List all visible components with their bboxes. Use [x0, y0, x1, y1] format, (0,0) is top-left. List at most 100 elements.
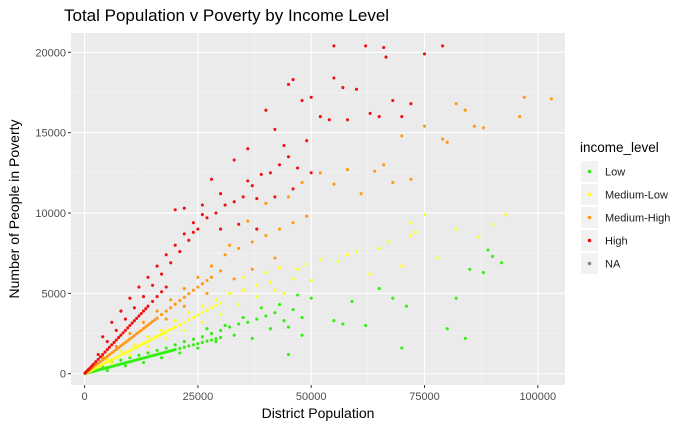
point-high: [232, 200, 236, 204]
point-low: [273, 311, 277, 315]
point-medium-high: [98, 360, 103, 364]
major-gridlines: [71, 33, 565, 385]
point-medium-low: [219, 301, 223, 305]
point-low: [214, 337, 218, 341]
point-medium-low: [123, 351, 127, 355]
point-high: [101, 352, 105, 357]
y-axis-title: Number of People in Poverty: [6, 120, 22, 299]
point-medium-high: [123, 340, 127, 344]
point-medium-low: [135, 345, 139, 349]
point-low: [219, 328, 223, 332]
point-medium-low: [196, 313, 200, 317]
point-medium-low: [128, 353, 132, 357]
point-high: [160, 272, 164, 276]
point-low: [182, 340, 186, 344]
point-high: [368, 111, 372, 115]
point-medium-high: [318, 171, 322, 175]
point-low: [237, 322, 241, 326]
y-tick-label: 0: [60, 369, 66, 381]
point-low: [205, 339, 209, 343]
point-medium-low: [409, 233, 413, 238]
point-medium-high: [128, 337, 132, 341]
legend-swatch-medium-high: [587, 215, 592, 220]
point-medium-low: [153, 336, 157, 340]
point-high: [264, 108, 268, 112]
point-medium-high: [305, 214, 309, 218]
point-medium-high: [472, 124, 476, 128]
point-medium-high: [114, 347, 118, 352]
point-medium-low: [336, 259, 340, 263]
point-low: [454, 296, 458, 300]
point-high: [94, 360, 98, 364]
point-high: [132, 319, 136, 323]
point-medium-high: [522, 95, 526, 99]
point-medium-low: [119, 349, 123, 353]
point-medium-high: [182, 287, 186, 291]
point-medium-high: [219, 269, 223, 273]
point-medium-low: [436, 256, 440, 260]
point-medium-high: [105, 354, 109, 358]
point-medium-high: [409, 177, 413, 181]
point-low: [332, 319, 336, 323]
point-high: [382, 45, 386, 50]
point-medium-high: [137, 330, 141, 334]
point-medium-high: [141, 327, 146, 331]
point-medium-high: [182, 295, 186, 299]
point-high: [286, 155, 291, 159]
point-medium-high: [160, 313, 164, 317]
point-medium-high: [246, 219, 250, 223]
x-axis-title: District Population: [262, 405, 375, 421]
point-high: [291, 187, 295, 191]
point-high: [345, 118, 350, 122]
point-high: [282, 143, 286, 148]
point-medium-low: [110, 361, 114, 365]
point-high: [309, 171, 313, 175]
point-medium-low: [164, 336, 168, 340]
point-high: [332, 44, 336, 48]
point-medium-high: [155, 316, 159, 320]
point-medium-low: [241, 288, 245, 292]
point-high: [144, 307, 148, 311]
x-tick-label: 0: [82, 391, 88, 403]
point-medium-high: [228, 243, 232, 247]
legend: income_level Low Medium-Low Medium-High Hig…: [580, 140, 670, 274]
point-medium-low: [228, 291, 232, 295]
point-medium-low: [200, 320, 204, 324]
point-medium-low: [160, 328, 164, 332]
point-high: [255, 227, 259, 231]
point-low: [178, 346, 182, 350]
point-high: [155, 264, 159, 268]
point-high: [400, 115, 404, 119]
point-medium-high: [117, 346, 121, 350]
point-high: [296, 166, 300, 170]
point-medium-low: [490, 222, 495, 226]
point-medium-low: [132, 346, 136, 350]
point-medium-high: [463, 108, 467, 112]
point-medium-high: [141, 320, 146, 324]
point-low: [404, 304, 408, 308]
point-medium-high: [300, 180, 304, 185]
point-medium-low: [162, 331, 166, 335]
point-high: [237, 222, 241, 226]
point-low: [391, 296, 395, 300]
point-high: [114, 338, 118, 342]
point-high: [196, 227, 200, 231]
point-high: [96, 357, 100, 361]
point-high: [268, 171, 272, 175]
point-medium-high: [286, 195, 291, 199]
point-high: [101, 335, 105, 339]
point-low: [282, 319, 286, 323]
point-high: [141, 295, 146, 299]
point-medium-high: [191, 288, 195, 292]
point-medium-low: [409, 221, 413, 225]
point-low: [309, 296, 313, 300]
point-high: [286, 82, 291, 86]
point-high: [114, 328, 118, 332]
point-medium-high: [359, 192, 363, 196]
point-medium-high: [121, 342, 125, 346]
point-medium-high: [291, 221, 295, 225]
point-medium-high: [114, 344, 118, 348]
point-medium-low: [103, 361, 107, 365]
point-low: [141, 360, 146, 365]
point-medium-high: [250, 240, 254, 244]
